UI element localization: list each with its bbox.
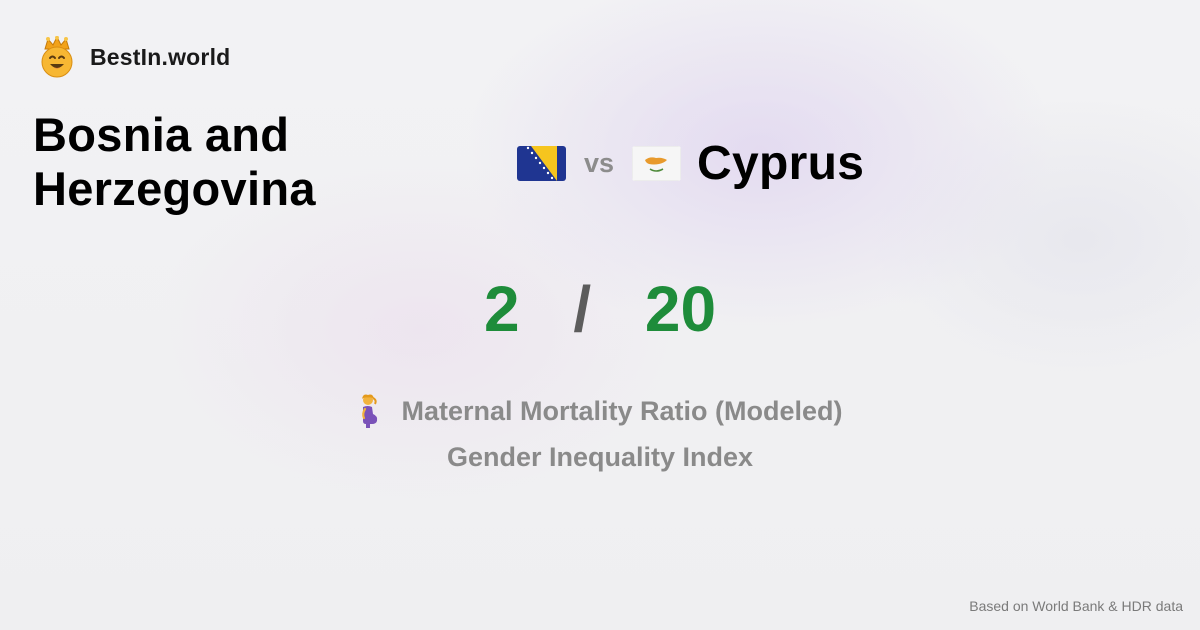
right-score: 20	[644, 273, 717, 345]
site-name: BestIn.world	[90, 43, 231, 70]
right-country-name[interactable]: Cyprus	[697, 137, 865, 190]
metric-name: Maternal Mortality Ratio (Modeled)	[401, 395, 843, 426]
vs-label: vs	[584, 148, 615, 178]
metric-title: Maternal Mortality Ratio (Modeled)	[0, 394, 1200, 428]
left-score: 2	[483, 273, 520, 345]
metric-category: Gender Inequality Index	[446, 442, 754, 472]
bosnia-flag-icon	[517, 146, 566, 181]
data-source-note: Based on World Bank & HDR data	[969, 598, 1183, 614]
left-country-name[interactable]: Bosnia and Herzegovina	[33, 108, 316, 215]
crowned-smiley-icon	[41, 36, 73, 78]
pregnant-woman-icon	[362, 394, 378, 428]
cyprus-flag-icon	[632, 146, 682, 181]
score-separator: /	[573, 273, 592, 345]
site-brand[interactable]: BestIn.world	[38, 36, 230, 78]
comparison-header: vs Cyprus	[517, 136, 864, 191]
score-comparison: 2 / 20	[0, 273, 1200, 345]
